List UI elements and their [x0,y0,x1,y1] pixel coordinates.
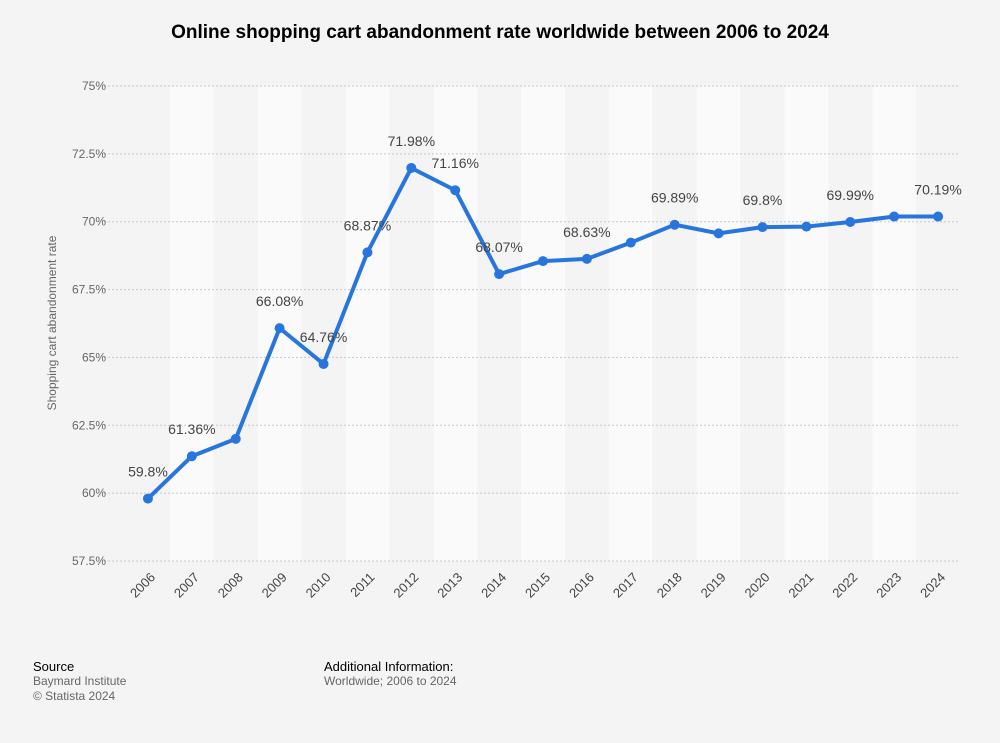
x-tick-label: 2024 [917,570,948,601]
data-point [757,222,768,233]
x-tick-label: 2015 [522,570,553,601]
x-tick-label: 2016 [566,570,597,601]
data-point [186,451,197,462]
data-label: 69.99% [827,187,874,203]
info-text: Worldwide; 2006 to 2024 [324,674,457,688]
chart-title: Online shopping cart abandonment rate wo… [171,22,829,43]
data-point [889,211,900,222]
data-label: 68.87% [344,217,391,233]
x-tick-label: 2014 [478,570,509,601]
copyright-line: © Statista 2024 [33,689,116,703]
column-band [521,86,565,561]
x-tick-label: 2013 [434,570,465,601]
column-band [696,86,741,561]
x-tick-label: 2019 [698,570,729,601]
source-heading: Source [33,659,75,674]
data-label: 68.63% [563,224,610,240]
data-label: 71.16% [431,155,478,171]
source-block: Source Baymard Institute © Statista 2024 [33,659,126,704]
data-label: 61.36% [168,421,215,437]
data-point [801,221,812,232]
data-label: 68.07% [475,239,522,255]
data-point [713,228,724,239]
data-point [845,216,856,227]
column-band [345,86,390,561]
data-label: 69.89% [651,190,698,206]
data-point [450,185,461,196]
data-point [142,493,153,504]
x-tick-label: 2020 [742,570,773,601]
y-tick-label: 72.5% [72,147,106,161]
data-point [669,219,680,230]
data-label: 70.19% [914,182,961,198]
column-band [169,86,214,561]
y-tick-label: 62.5% [72,418,106,432]
line-chart: 57.5% 60% 62.5% 65% 67.5% 70% 72.5% 75% Shopping… [45,79,962,601]
data-point [406,162,417,173]
y-tick-label: 57.5% [72,554,106,568]
data-point [581,253,592,264]
x-tick-label: 2006 [127,570,158,601]
data-point [538,256,548,267]
additional-info-block: Additional Information: Worldwide; 2006 … [324,659,457,689]
x-tick-label: 2007 [171,570,202,601]
x-tick-label: 2022 [829,570,860,601]
source-line: Baymard Institute [33,674,127,688]
data-label: 71.98% [388,133,435,149]
data-point [318,358,329,369]
x-tick-label: 2012 [390,570,421,601]
x-tick-label: 2018 [654,570,685,601]
y-tick-label: 60% [82,486,106,500]
column-band [433,86,478,561]
x-tick-label: 2021 [785,570,816,601]
data-point [494,269,505,280]
x-tick-label: 2017 [610,570,641,601]
data-label: 66.08% [256,293,303,309]
data-point [362,247,373,258]
y-tick-label: 75% [82,79,106,93]
y-tick-label: 65% [82,350,106,364]
x-tick-label: 2023 [873,570,904,601]
column-band [608,86,653,561]
x-tick-label: 2011 [347,570,377,600]
y-axis-label: Shopping cart abandonment rate [45,235,59,410]
data-label: 59.8% [128,464,168,480]
x-tick-label: 2010 [303,570,334,601]
info-heading: Additional Information: [324,659,454,674]
column-band [784,86,829,561]
y-tick-label: 67.5% [72,283,106,297]
data-point [274,323,285,334]
data-point [933,211,944,222]
data-label: 64.76% [300,329,347,345]
column-band [872,86,917,561]
data-point [625,237,636,248]
data-label: 69.8% [743,192,783,208]
data-point [230,433,241,444]
x-tick-label: 2008 [215,570,246,601]
y-tick-label: 70% [82,215,106,229]
x-tick-label: 2009 [259,570,290,601]
